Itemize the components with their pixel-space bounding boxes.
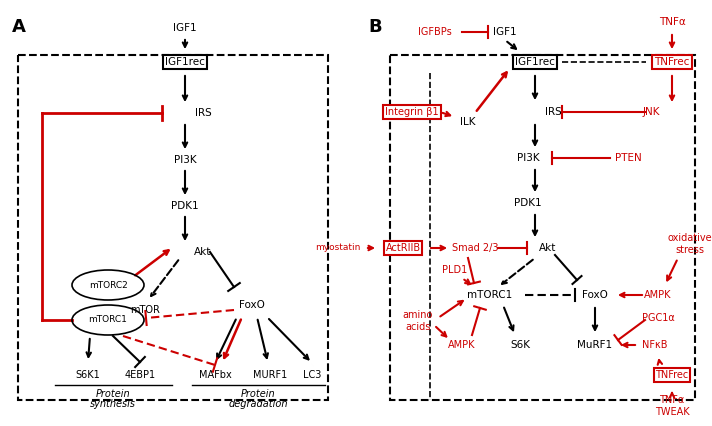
Text: mTORC1: mTORC1	[88, 316, 127, 325]
Text: IGF1rec: IGF1rec	[165, 57, 205, 67]
Text: PDK1: PDK1	[171, 201, 199, 211]
Text: S6K1: S6K1	[75, 370, 100, 380]
Text: MURF1: MURF1	[253, 370, 287, 380]
Text: PI3K: PI3K	[517, 153, 539, 163]
Text: FoxO: FoxO	[239, 300, 265, 310]
Text: AMPK: AMPK	[644, 290, 671, 300]
Text: PGC1α: PGC1α	[642, 313, 674, 323]
Text: IGFBPs: IGFBPs	[418, 27, 452, 37]
Text: mTOR: mTOR	[130, 305, 160, 315]
Text: ILK: ILK	[460, 117, 476, 127]
Text: A: A	[12, 18, 26, 36]
Text: Smad 2/3: Smad 2/3	[451, 243, 498, 253]
Text: amino: amino	[403, 310, 433, 320]
Text: degradation: degradation	[229, 399, 288, 409]
Text: AMPK: AMPK	[449, 340, 476, 350]
Text: TNFrec: TNFrec	[655, 370, 689, 380]
Text: MAFbx: MAFbx	[199, 370, 231, 380]
Text: B: B	[368, 18, 382, 36]
Text: ActRIIB: ActRIIB	[385, 243, 421, 253]
Text: mTORC1: mTORC1	[467, 290, 513, 300]
Text: acids: acids	[405, 322, 431, 332]
Text: TWEAK: TWEAK	[655, 407, 689, 417]
Text: PI3K: PI3K	[174, 155, 197, 165]
Text: Protein: Protein	[95, 389, 130, 399]
Text: IGF1rec: IGF1rec	[515, 57, 555, 67]
Text: stress: stress	[676, 245, 704, 255]
Text: PDK1: PDK1	[514, 198, 542, 208]
Text: TNFα: TNFα	[659, 17, 686, 27]
Text: IRS: IRS	[545, 107, 561, 117]
Text: LC3: LC3	[303, 370, 321, 380]
Text: oxidative: oxidative	[668, 233, 712, 243]
Text: S6K: S6K	[510, 340, 530, 350]
Text: Integrin β1: Integrin β1	[385, 107, 439, 117]
Text: PTEN: PTEN	[614, 153, 642, 163]
Text: Protein: Protein	[241, 389, 276, 399]
Text: MuRF1: MuRF1	[577, 340, 612, 350]
Text: JNK: JNK	[642, 107, 660, 117]
Text: PLD1: PLD1	[442, 265, 468, 275]
Text: 4EBP1: 4EBP1	[125, 370, 155, 380]
Text: myostatin: myostatin	[315, 244, 360, 253]
Text: Akt: Akt	[539, 243, 557, 253]
Text: IGF1: IGF1	[173, 23, 197, 33]
Text: TNFrec: TNFrec	[654, 57, 690, 67]
Text: Akt: Akt	[194, 247, 211, 257]
Text: IRS: IRS	[194, 108, 211, 118]
Text: IGF1: IGF1	[493, 27, 517, 37]
Text: TNFα: TNFα	[659, 395, 685, 405]
Text: NFκB: NFκB	[642, 340, 668, 350]
Text: FoxO: FoxO	[582, 290, 608, 300]
Text: synthesis: synthesis	[90, 399, 136, 409]
Text: mTORC2: mTORC2	[88, 280, 127, 290]
